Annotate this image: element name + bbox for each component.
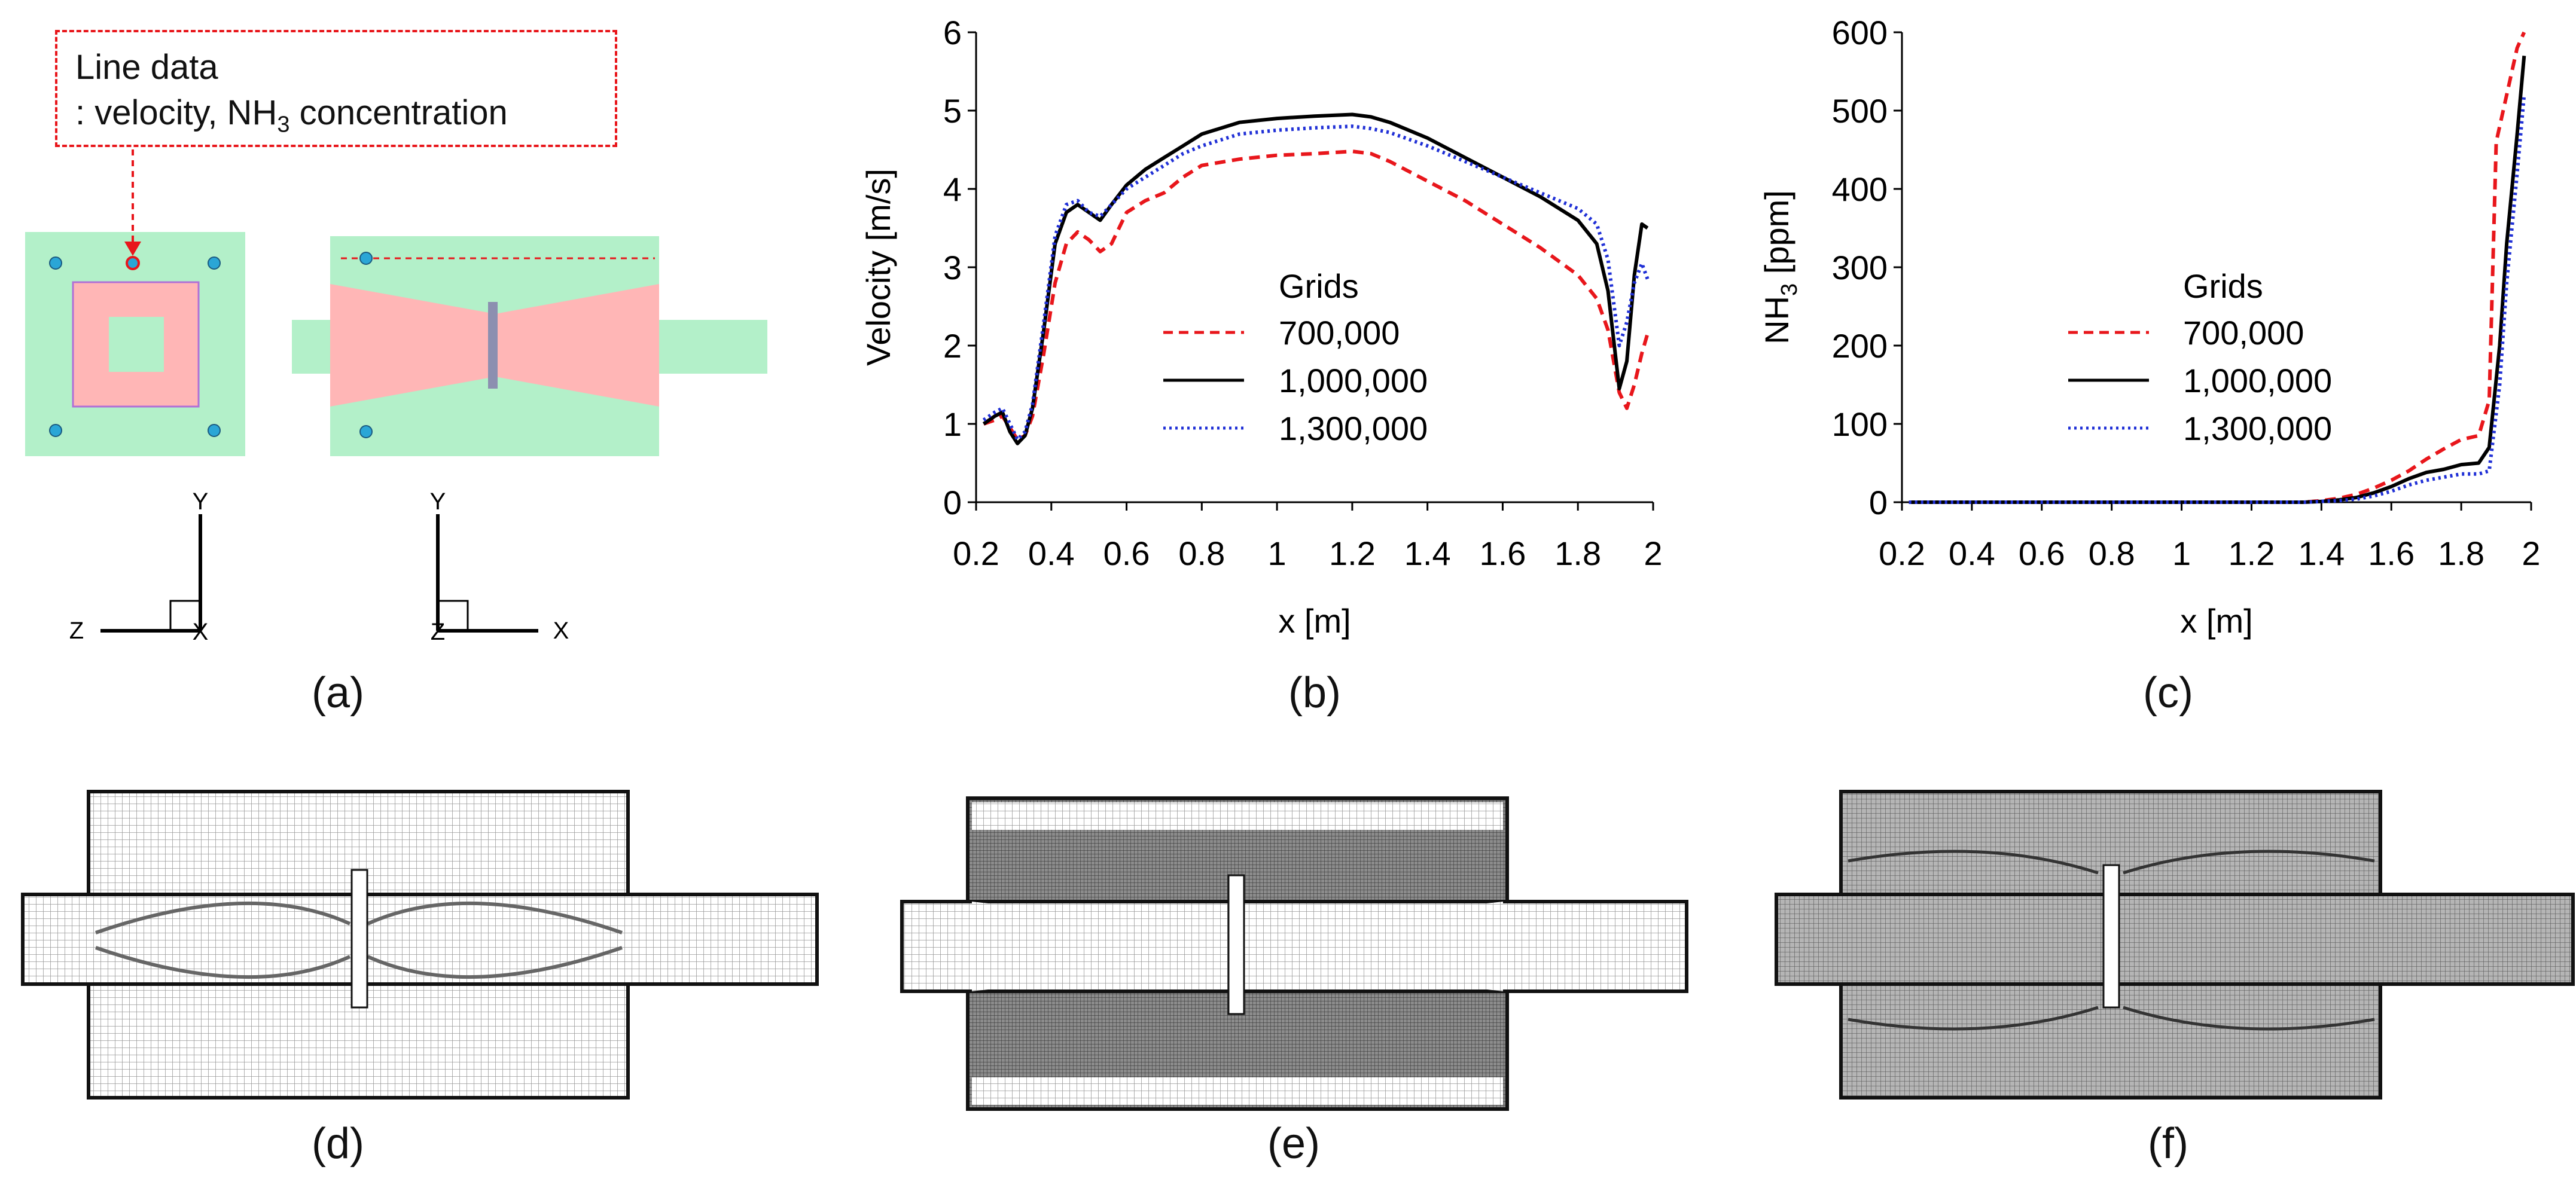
- series-line-700000: [983, 149, 1650, 442]
- axis-label-y: Y: [430, 488, 446, 515]
- y-tick-label: 2: [943, 327, 962, 365]
- y-tick-label: 600: [1832, 14, 1888, 51]
- x-tick-label: 0.8: [1178, 535, 1225, 572]
- y-tick-label: 500: [1832, 92, 1888, 130]
- x-tick-label: 1.6: [1480, 535, 1526, 572]
- tick-group: 0.2 0.4 0.6 0.8 1 1.2 1.4 1.6 1.8 2 0 100 200 300 400 5…: [1832, 14, 2541, 572]
- axis-label-z: Z: [431, 619, 445, 645]
- x-tick-label: 2: [1644, 535, 1662, 572]
- mesh-panel-e: [900, 796, 1688, 1111]
- panel-label-c: (c): [2143, 669, 2193, 717]
- y-tick-label: 100: [1832, 405, 1888, 443]
- sample-point-marker: [49, 256, 62, 270]
- legend-entry-700k: 700,000: [2183, 314, 2304, 352]
- legend-entry-1000k: 1,000,000: [1279, 362, 1428, 399]
- x-tick-label: 0.6: [1103, 535, 1150, 572]
- legend-entry-1300k: 1,300,000: [2183, 410, 2332, 447]
- x-tick-label: 1.8: [1554, 535, 1601, 572]
- mixer-plate: [2102, 864, 2120, 1009]
- axis-triad-right: Y Z X: [430, 488, 569, 645]
- x-tick-label: 1.4: [2298, 535, 2345, 572]
- series-line-1000000: [1909, 56, 2526, 504]
- mesh-panel-f: [1775, 790, 2575, 1100]
- legend-title: Grids: [1279, 267, 1359, 305]
- panel-label-e: (e): [1267, 1120, 1320, 1168]
- sample-point-marker: [208, 424, 221, 437]
- series-line-1300000: [982, 124, 1650, 442]
- series-line-700000: [1909, 31, 2526, 504]
- line-data-probe-marker: [126, 256, 140, 270]
- x-tick-label: 0.8: [2089, 535, 2135, 572]
- catalyst-region-right: [495, 284, 659, 407]
- callout-description: : velocity, NH3 concentration: [75, 93, 508, 138]
- x-tick-label: 2: [2522, 535, 2540, 572]
- x-axis-label: x [m]: [1278, 602, 1351, 640]
- panel-label-f: (f): [2148, 1120, 2188, 1168]
- legend-entry-700k: 700,000: [1279, 314, 1400, 352]
- mixer-plate: [1227, 874, 1245, 1015]
- legend-entry-1300k: 1,300,000: [1279, 410, 1428, 447]
- panel-a-side-view: [292, 236, 767, 456]
- x-tick-label: 1.8: [2438, 535, 2484, 572]
- line-data-callout: Line data : velocity, NH3 concentration: [55, 30, 617, 147]
- y-tick-label: 400: [1832, 170, 1888, 208]
- legend: Grids 700,000 1,000,000 1,300,000: [1163, 267, 1428, 447]
- y-tick-label: 3: [943, 249, 962, 286]
- mixer-plate: [350, 869, 368, 1009]
- mesh-panel-d: [21, 790, 819, 1100]
- mixer-plate: [488, 302, 498, 389]
- axis-label-x: X: [193, 619, 209, 645]
- x-tick-label: 1.6: [2368, 535, 2415, 572]
- y-tick-label: 200: [1832, 327, 1888, 365]
- series-line-1000000: [982, 112, 1649, 445]
- y-tick-label: 4: [943, 170, 962, 208]
- y-tick-label: 300: [1832, 249, 1888, 286]
- x-tick-label: 0.4: [1949, 535, 1995, 572]
- inner-channel-front: [109, 317, 164, 372]
- callout-title: Line data: [75, 48, 218, 87]
- panel-a-front-view: [25, 149, 245, 456]
- legend: Grids 700,000 1,000,000 1,300,000: [2068, 267, 2332, 447]
- legend-entry-1000k: 1,000,000: [2183, 362, 2332, 399]
- nh3-chart: 0.2 0.4 0.6 0.8 1 1.2 1.4 1.6 1.8 2 0 100 200 300 400 5…: [1758, 14, 2541, 640]
- axis-label-z: Z: [69, 618, 84, 644]
- legend-title: Grids: [2183, 267, 2263, 305]
- sample-point-marker: [359, 252, 373, 265]
- panel-label-b: (b): [1288, 669, 1341, 717]
- x-tick-label: 0.2: [953, 535, 999, 572]
- y-tick-label: 1: [943, 405, 962, 443]
- tick-group: 0.2 0.4 0.6 0.8 1 1.2 1.4 1.6 1.8 2 0 1 2 3 4 5 6: [943, 14, 1663, 572]
- panel-label-a: (a): [312, 669, 364, 717]
- series-group: [982, 112, 1650, 445]
- y-tick-label: 5: [943, 92, 962, 130]
- sample-point-marker: [359, 425, 373, 438]
- series-line-1300000: [1909, 94, 2526, 504]
- series-group: [1909, 31, 2526, 504]
- axis-label-x: X: [553, 618, 569, 644]
- catalyst-region-left: [330, 284, 495, 407]
- x-tick-label: 0.4: [1028, 535, 1075, 572]
- sample-point-marker: [208, 256, 221, 270]
- arrow-down-icon: [124, 242, 141, 256]
- axis-triad-left: Y Z X: [69, 488, 209, 645]
- x-tick-label: 1: [1268, 535, 1287, 572]
- x-tick-label: 0.6: [2019, 535, 2065, 572]
- y-tick-label: 0: [943, 484, 962, 521]
- x-tick-label: 1.2: [2229, 535, 2275, 572]
- x-tick-label: 1.4: [1404, 535, 1451, 572]
- y-tick-label: 6: [943, 14, 962, 51]
- panel-label-d: (d): [312, 1120, 364, 1168]
- x-axis-label: x [m]: [2180, 602, 2252, 640]
- axis-label-y: Y: [193, 488, 209, 515]
- x-tick-label: 1.2: [1329, 535, 1376, 572]
- y-tick-label: 0: [1869, 484, 1888, 521]
- y-axis-label: NH3 [ppm]: [1758, 190, 1802, 344]
- x-tick-label: 0.2: [1879, 535, 1925, 572]
- x-tick-label: 1: [2172, 535, 2191, 572]
- sample-point-marker: [49, 424, 62, 437]
- y-axis-label: Velocity [m/s]: [859, 169, 897, 366]
